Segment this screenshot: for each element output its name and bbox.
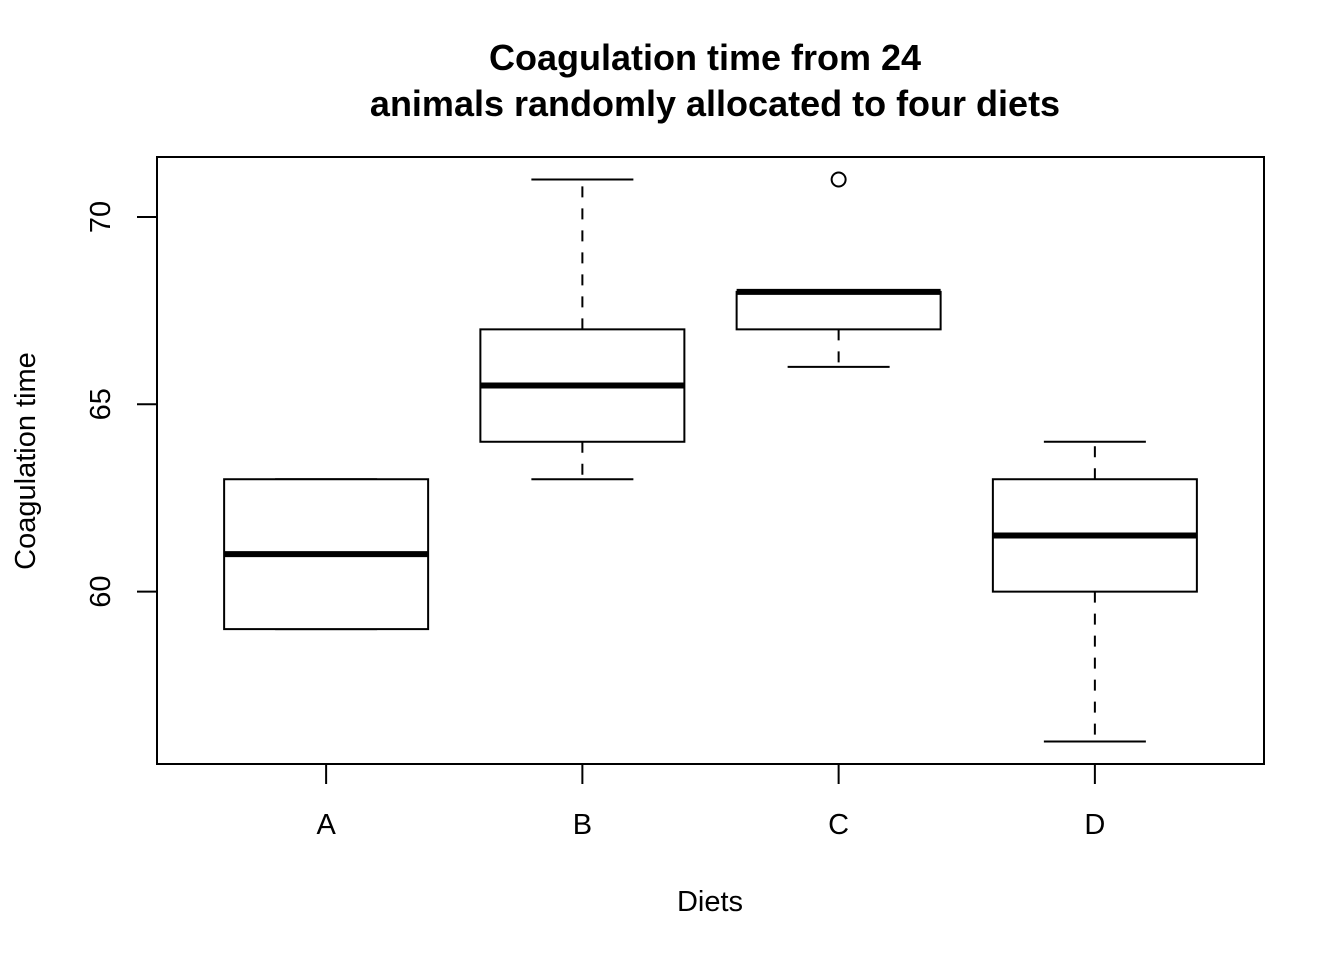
chart-title-line-1: Coagulation time from 24 <box>489 37 921 78</box>
box-C <box>735 171 942 368</box>
x-tick-label-B: B <box>573 809 592 841</box>
x-axis: A B C D <box>316 764 1105 841</box>
box-series <box>223 171 1198 743</box>
x-tick-label-D: D <box>1084 809 1105 841</box>
box-D <box>991 440 1198 743</box>
box-rect-C <box>735 290 942 331</box>
y-tick-label-70: 70 <box>85 201 117 233</box>
chart-title-line-2: animals randomly allocated to four diets <box>370 83 1060 124</box>
box-B <box>479 178 686 481</box>
plot-frame <box>156 156 1265 765</box>
y-axis: 60 65 70 <box>85 201 158 608</box>
box-A <box>223 478 430 631</box>
x-axis-label: Diets <box>677 886 743 918</box>
outlier-C-0 <box>830 171 847 188</box>
y-tick-label-65: 65 <box>85 388 117 420</box>
y-tick-label-60: 60 <box>85 576 117 608</box>
y-axis-label: Coagulation time <box>10 352 42 570</box>
x-tick-label-C: C <box>828 809 849 841</box>
x-tick-label-A: A <box>316 809 336 841</box>
